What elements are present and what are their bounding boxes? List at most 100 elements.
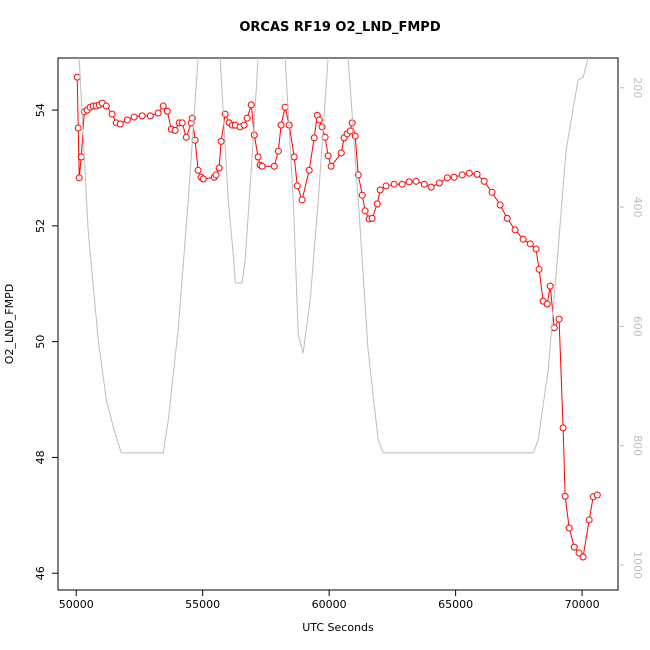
data-point xyxy=(368,214,376,222)
data-point xyxy=(215,164,223,172)
data-point xyxy=(412,177,420,185)
y-tick-label: 54 xyxy=(34,103,47,117)
data-point xyxy=(102,102,110,110)
data-point xyxy=(277,121,285,129)
x-tick-label: 65000 xyxy=(438,598,473,611)
data-point xyxy=(443,174,451,182)
data-point xyxy=(435,179,443,187)
y2-tick-label: 200 xyxy=(631,77,644,98)
data-point xyxy=(570,543,578,551)
data-point xyxy=(123,116,131,124)
data-point xyxy=(465,169,473,177)
data-point xyxy=(561,492,569,500)
x-tick-label: 55000 xyxy=(185,598,220,611)
data-point xyxy=(130,113,138,121)
data-point xyxy=(298,196,306,204)
data-point xyxy=(555,315,563,323)
y-tick-label: 48 xyxy=(34,450,47,464)
data-point xyxy=(543,300,551,308)
data-point xyxy=(390,180,398,188)
y2-tick-label: 800 xyxy=(631,435,644,456)
y-tick-label: 46 xyxy=(34,566,47,580)
data-point xyxy=(258,162,266,170)
data-point xyxy=(324,152,332,160)
data-point xyxy=(138,112,146,120)
series-line xyxy=(78,58,589,454)
data-point xyxy=(575,549,583,557)
data-point xyxy=(532,245,540,253)
data-point xyxy=(503,214,511,222)
data-point xyxy=(171,126,179,134)
y2-tick-label: 1000 xyxy=(631,551,644,579)
data-point xyxy=(73,73,81,81)
y-tick-label: 52 xyxy=(34,219,47,233)
data-point xyxy=(74,124,82,132)
data-point xyxy=(108,110,116,118)
data-point xyxy=(327,162,335,170)
chart-title: ORCAS RF19 O2_LND_FMPD xyxy=(239,20,440,35)
data-point xyxy=(247,101,255,109)
data-point xyxy=(420,180,428,188)
data-point xyxy=(240,121,248,129)
data-point xyxy=(585,516,593,524)
data-point xyxy=(337,149,345,157)
data-point xyxy=(293,182,301,190)
series-line xyxy=(76,77,598,559)
data-point xyxy=(318,123,326,131)
data-point xyxy=(405,178,413,186)
data-point xyxy=(480,177,488,185)
data-point xyxy=(212,171,220,179)
data-point xyxy=(159,102,167,110)
data-point xyxy=(194,166,202,174)
data-point xyxy=(427,183,435,191)
data-point xyxy=(496,201,504,209)
y2-tick-label: 400 xyxy=(631,197,644,218)
data-point xyxy=(281,103,289,111)
x-tick-label: 50000 xyxy=(59,598,94,611)
data-point xyxy=(254,153,262,161)
data-point xyxy=(270,162,278,170)
data-point xyxy=(473,170,481,178)
data-point xyxy=(243,114,251,122)
y-axis-label: O2_LND_FMPD xyxy=(3,284,16,364)
data-point xyxy=(535,265,543,273)
data-point xyxy=(310,134,318,142)
data-point xyxy=(290,153,298,161)
data-point xyxy=(398,180,406,188)
data-point xyxy=(199,175,207,183)
data-point xyxy=(358,191,366,199)
plot-area xyxy=(73,58,601,561)
data-point xyxy=(361,207,369,215)
data-point xyxy=(146,112,154,120)
data-point xyxy=(75,174,83,182)
data-point xyxy=(450,173,458,181)
data-point xyxy=(579,553,587,561)
data-point xyxy=(250,131,258,139)
data-point xyxy=(376,186,384,194)
y2-tick-label: 600 xyxy=(631,316,644,337)
data-point xyxy=(373,200,381,208)
data-point xyxy=(274,147,282,155)
x-axis-label: UTC Seconds xyxy=(302,621,374,634)
data-point xyxy=(565,524,573,532)
data-point xyxy=(182,133,190,141)
data-point xyxy=(382,182,390,190)
data-point xyxy=(217,137,225,145)
data-point xyxy=(178,119,186,127)
x-tick-label: 60000 xyxy=(312,598,347,611)
data-point xyxy=(458,171,466,179)
data-point xyxy=(154,109,162,117)
data-point xyxy=(511,226,519,234)
x-tick-label: 70000 xyxy=(565,598,600,611)
data-point xyxy=(77,153,85,161)
y-tick-label: 50 xyxy=(34,335,47,349)
data-point xyxy=(488,188,496,196)
data-point xyxy=(315,116,323,124)
data-point xyxy=(593,491,601,499)
data-point xyxy=(321,133,329,141)
plot-frame xyxy=(57,57,619,591)
data-point xyxy=(305,166,313,174)
data-point xyxy=(116,120,124,128)
data-point xyxy=(163,107,171,115)
